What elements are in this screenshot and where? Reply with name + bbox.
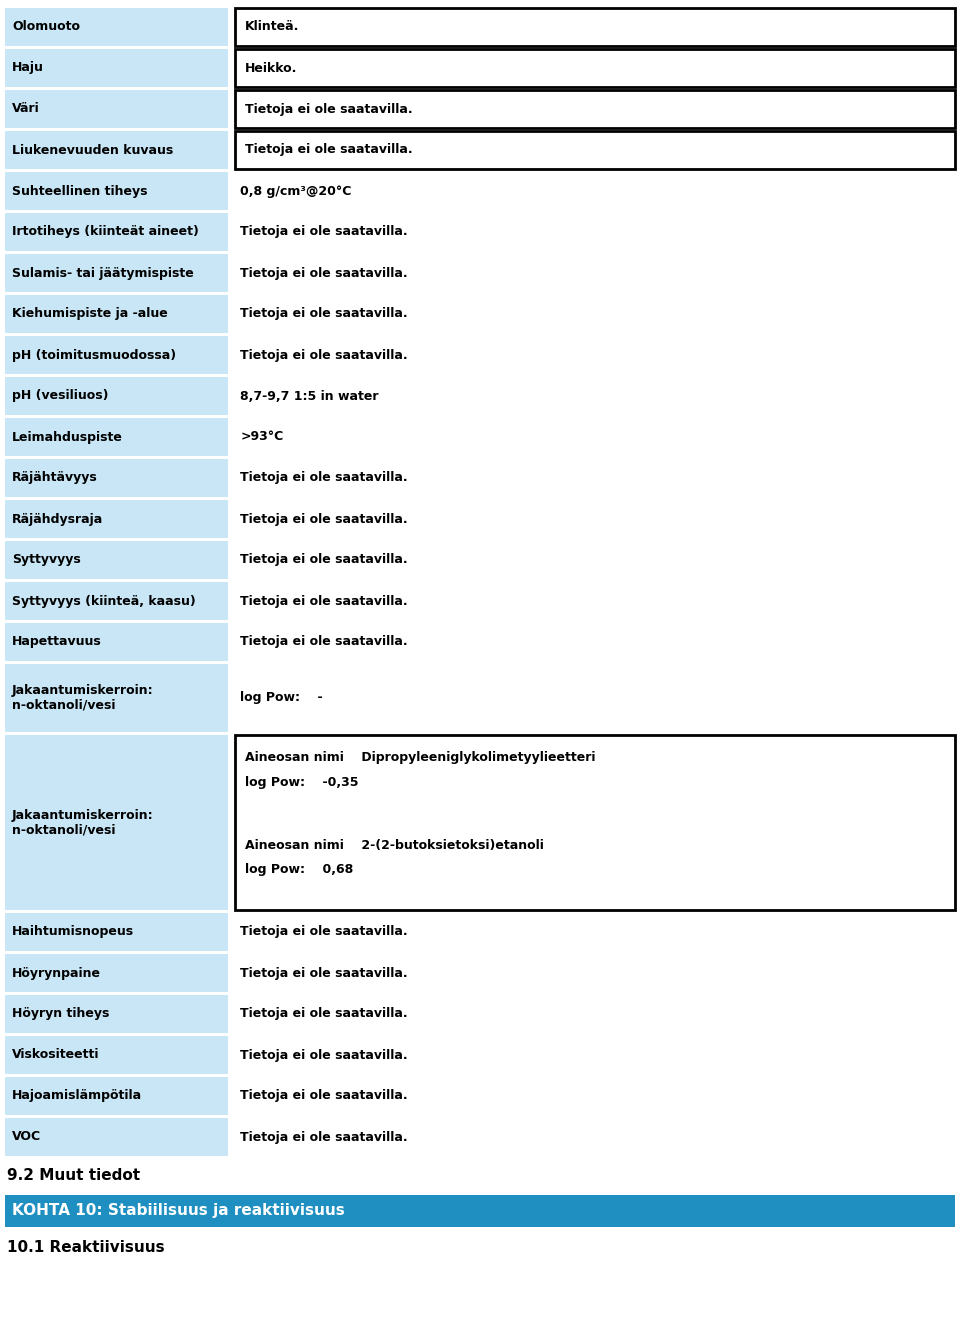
Bar	[5, 460, 228, 497]
Text: Heikko.: Heikko.	[245, 61, 298, 75]
Bar	[5, 377, 228, 415]
Text: Tietoja ei ole saatavilla.: Tietoja ei ole saatavilla.	[240, 966, 408, 979]
Bar	[235, 8, 955, 45]
Text: Tietoja ei ole saatavilla.: Tietoja ei ole saatavilla.	[240, 636, 408, 648]
Text: Liukenevuuden kuvaus: Liukenevuuden kuvaus	[12, 143, 173, 156]
Text: Sulamis- tai jäätymispiste: Sulamis- tai jäätymispiste	[12, 266, 194, 279]
Text: Tietoja ei ole saatavilla.: Tietoja ei ole saatavilla.	[240, 595, 408, 608]
Bar	[5, 335, 228, 374]
Text: Aineosan nimi    2-(2-butoksietoksi)etanoli: Aineosan nimi 2-(2-butoksietoksi)etanoli	[245, 839, 544, 852]
Text: log Pow:    -: log Pow: -	[240, 692, 323, 704]
Bar	[5, 8, 228, 45]
Text: Tietoja ei ole saatavilla.: Tietoja ei ole saatavilla.	[240, 553, 408, 566]
Text: Väri: Väri	[12, 103, 39, 115]
Text: pH (toimitusmuodossa): pH (toimitusmuodossa)	[12, 349, 176, 362]
Bar	[5, 1035, 228, 1074]
Text: 8,7-9,7 1:5 in water: 8,7-9,7 1:5 in water	[240, 390, 378, 402]
Text: Syttyvyys: Syttyvyys	[12, 553, 81, 566]
Text: Aineosan nimi    Dipropyleeniglykolimetyylieetteri: Aineosan nimi Dipropyleeniglykolimetyyli…	[245, 751, 596, 764]
Text: Räjähdysraja: Räjähdysraja	[12, 513, 104, 525]
Bar	[5, 582, 228, 620]
Text: Tietoja ei ole saatavilla.: Tietoja ei ole saatavilla.	[240, 472, 408, 485]
Text: Haju: Haju	[12, 61, 44, 75]
Text: Höyryn tiheys: Höyryn tiheys	[12, 1007, 109, 1021]
Bar	[5, 664, 228, 732]
Text: Tietoja ei ole saatavilla.: Tietoja ei ole saatavilla.	[240, 926, 408, 938]
Bar	[5, 1077, 228, 1116]
Bar	[235, 49, 955, 87]
Text: Suhteellinen tiheys: Suhteellinen tiheys	[12, 184, 148, 198]
Text: Tietoja ei ole saatavilla.: Tietoja ei ole saatavilla.	[240, 349, 408, 362]
Text: Leimahduspiste: Leimahduspiste	[12, 430, 123, 444]
Text: Tietoja ei ole saatavilla.: Tietoja ei ole saatavilla.	[240, 1130, 408, 1144]
Bar	[5, 1118, 228, 1156]
Text: >93°C: >93°C	[240, 430, 283, 444]
Text: Tietoja ei ole saatavilla.: Tietoja ei ole saatavilla.	[240, 307, 408, 321]
Text: Kiehumispiste ja -alue: Kiehumispiste ja -alue	[12, 307, 168, 321]
Text: log Pow:    -0,35: log Pow: -0,35	[245, 776, 359, 788]
Bar	[5, 912, 228, 951]
Text: KOHTA 10: Stabiilisuus ja reaktiivisuus: KOHTA 10: Stabiilisuus ja reaktiivisuus	[12, 1204, 345, 1218]
Text: Klinteä.: Klinteä.	[245, 20, 300, 33]
Text: Viskositeetti: Viskositeetti	[12, 1049, 100, 1062]
Text: Tietoja ei ole saatavilla.: Tietoja ei ole saatavilla.	[240, 226, 408, 239]
Text: Jakaantumiskerroin:
n-oktanoli/vesi: Jakaantumiskerroin: n-oktanoli/vesi	[12, 684, 154, 712]
Text: pH (vesiliuos): pH (vesiliuos)	[12, 390, 108, 402]
Text: Jakaantumiskerroin:
n-oktanoli/vesi: Jakaantumiskerroin: n-oktanoli/vesi	[12, 808, 154, 836]
Bar	[5, 49, 228, 87]
Bar	[5, 418, 228, 456]
Text: Tietoja ei ole saatavilla.: Tietoja ei ole saatavilla.	[240, 1007, 408, 1021]
Text: Tietoja ei ole saatavilla.: Tietoja ei ole saatavilla.	[240, 1049, 408, 1062]
Text: Tietoja ei ole saatavilla.: Tietoja ei ole saatavilla.	[245, 143, 413, 156]
Text: Höyrynpaine: Höyrynpaine	[12, 966, 101, 979]
Text: log Pow:    0,68: log Pow: 0,68	[245, 863, 353, 876]
Bar	[5, 541, 228, 578]
Bar	[235, 131, 955, 168]
Bar	[5, 995, 228, 1033]
Text: Syttyvyys (kiinteä, kaasu): Syttyvyys (kiinteä, kaasu)	[12, 595, 196, 608]
Text: Olomuoto: Olomuoto	[12, 20, 80, 33]
Text: 10.1 Reaktiivisuus: 10.1 Reaktiivisuus	[7, 1240, 164, 1255]
Text: Tietoja ei ole saatavilla.: Tietoja ei ole saatavilla.	[240, 1089, 408, 1102]
Text: Räjähtävyys: Räjähtävyys	[12, 472, 98, 485]
Bar	[235, 735, 955, 910]
Bar	[5, 1194, 955, 1226]
Text: 0,8 g/cm³@20°C: 0,8 g/cm³@20°C	[240, 184, 351, 198]
Bar	[5, 172, 228, 210]
Bar	[5, 131, 228, 168]
Text: Hapettavuus: Hapettavuus	[12, 636, 102, 648]
Text: Tietoja ei ole saatavilla.: Tietoja ei ole saatavilla.	[240, 266, 408, 279]
Bar	[5, 254, 228, 293]
Text: Hajoamislämpötila: Hajoamislämpötila	[12, 1089, 142, 1102]
Bar	[5, 295, 228, 333]
Text: VOC: VOC	[12, 1130, 41, 1144]
Bar	[5, 954, 228, 993]
Text: Haihtumisnopeus: Haihtumisnopeus	[12, 926, 134, 938]
Bar	[235, 90, 955, 128]
Bar	[5, 500, 228, 538]
Text: Irtotiheys (kiinteät aineet): Irtotiheys (kiinteät aineet)	[12, 226, 199, 239]
Bar	[5, 735, 228, 910]
Text: 9.2 Muut tiedot: 9.2 Muut tiedot	[7, 1168, 140, 1182]
Bar	[5, 623, 228, 661]
Text: Tietoja ei ole saatavilla.: Tietoja ei ole saatavilla.	[240, 513, 408, 525]
Bar	[5, 90, 228, 128]
Text: Tietoja ei ole saatavilla.: Tietoja ei ole saatavilla.	[245, 103, 413, 115]
Bar	[5, 212, 228, 251]
